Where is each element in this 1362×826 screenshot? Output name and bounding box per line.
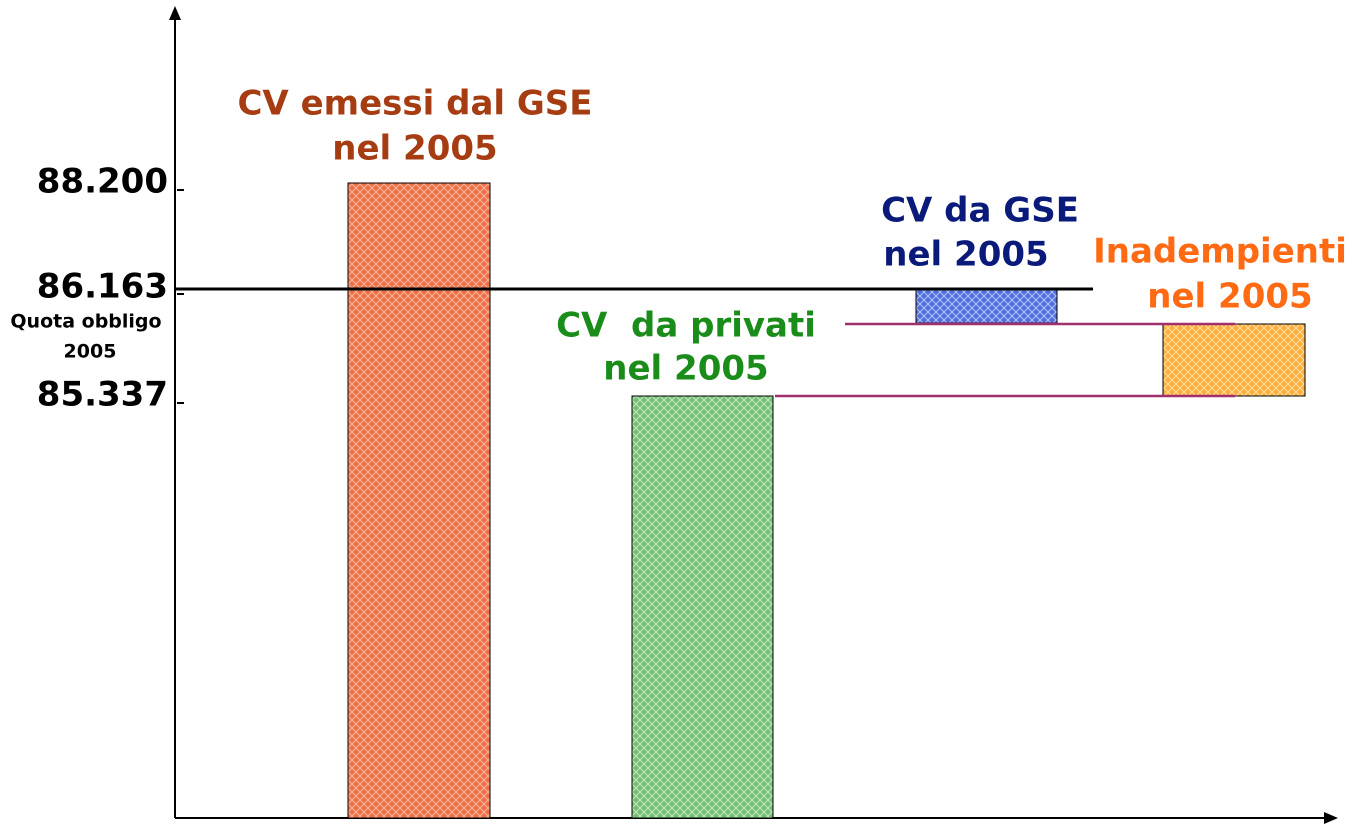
bar-gse-emessi [347, 182, 491, 819]
tick-label: 85.337 [37, 375, 168, 415]
bar-inadempienti [1162, 323, 1306, 397]
tick-label: 86.163 [37, 267, 168, 307]
tick-label: 88.200 [37, 162, 168, 202]
bar-label: Inadempienti [1093, 232, 1347, 272]
bar-label: nel 2005 [883, 235, 1048, 275]
quota-label: 2005 [64, 341, 117, 363]
bar-label: nel 2005 [603, 349, 768, 389]
bar-da-gse [915, 288, 1058, 324]
bar-privati [631, 395, 774, 819]
bar-label: nel 2005 [1147, 277, 1312, 317]
quota-label: Quota obbligo [10, 311, 161, 333]
bar-label: CV da GSE [881, 191, 1079, 231]
y-axis-arrow [169, 6, 181, 20]
bar-label: CV emessi dal GSE [237, 84, 592, 124]
x-axis-arrow [1324, 812, 1338, 824]
bar-label: CV da privati [556, 306, 816, 346]
bar-label: nel 2005 [332, 129, 497, 169]
